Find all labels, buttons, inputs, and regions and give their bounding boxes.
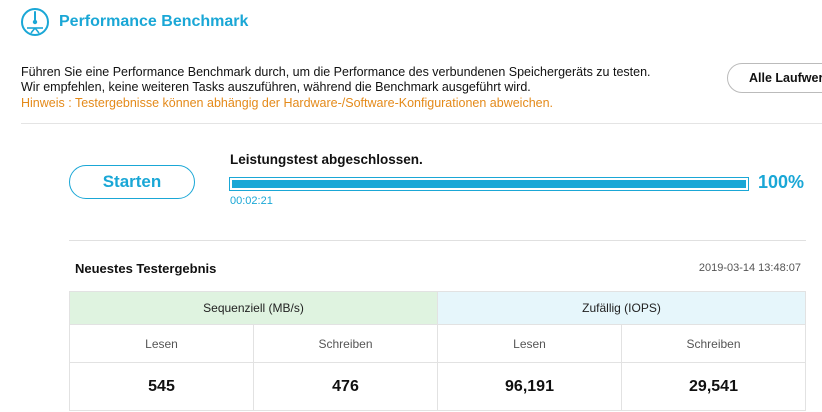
all-drives-button[interactable]: Alle Laufwerke xyxy=(727,63,822,93)
value-seq-write: 476 xyxy=(253,362,438,411)
results-table: Sequenziell (MB/s) Zufällig (IOPS) Lesen… xyxy=(69,291,806,411)
column-header-seq-read: Lesen xyxy=(69,324,254,363)
progress-status: Leistungstest abgeschlossen. xyxy=(230,152,423,167)
value-rnd-write: 29,541 xyxy=(621,362,806,411)
value-rnd-read: 96,191 xyxy=(437,362,622,411)
elapsed-time: 00:02:21 xyxy=(230,195,273,207)
table-row: Sequenziell (MB/s) Zufällig (IOPS) xyxy=(69,291,806,325)
page-title: Performance Benchmark xyxy=(59,13,249,30)
description: Führen Sie eine Performance Benchmark du… xyxy=(21,65,651,95)
value-seq-read: 545 xyxy=(69,362,254,411)
progress-percent: 100% xyxy=(758,172,805,192)
group-header-sequential: Sequenziell (MB/s) xyxy=(69,291,438,325)
page-header: Performance Benchmark xyxy=(20,6,248,38)
column-header-seq-write: Schreiben xyxy=(253,324,438,363)
table-row: 545 476 96,191 29,541 xyxy=(69,362,806,411)
speedometer-icon xyxy=(21,8,49,36)
result-title: Neuestes Testergebnis xyxy=(75,261,217,276)
table-row: Lesen Schreiben Lesen Schreiben xyxy=(69,324,806,363)
hint-text: Hinweis : Testergebnisse können abhängig… xyxy=(21,96,554,110)
progress-bar xyxy=(229,177,749,191)
start-button[interactable]: Starten xyxy=(69,165,195,199)
divider xyxy=(69,240,806,241)
column-header-rnd-write: Schreiben xyxy=(621,324,806,363)
progress-bar-fill xyxy=(232,180,746,188)
divider xyxy=(21,123,822,124)
column-header-rnd-read: Lesen xyxy=(437,324,622,363)
result-timestamp: 2019-03-14 13:48:07 xyxy=(698,262,801,274)
group-header-random: Zufällig (IOPS) xyxy=(437,291,806,325)
description-line-2: Wir empfehlen, keine weiteren Tasks ausz… xyxy=(21,80,531,94)
description-line-1: Führen Sie eine Performance Benchmark du… xyxy=(21,65,651,79)
